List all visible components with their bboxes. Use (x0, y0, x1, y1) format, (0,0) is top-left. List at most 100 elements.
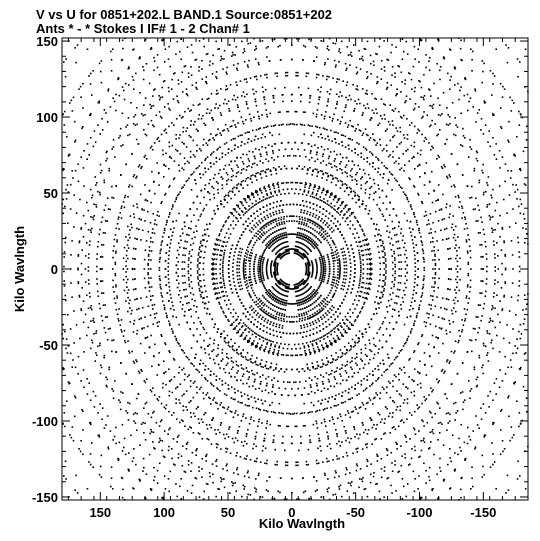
uv-point (223, 253, 225, 256)
uv-point (266, 420, 269, 423)
uv-point (276, 267, 278, 269)
uv-point (204, 159, 206, 162)
uv-point (171, 457, 173, 460)
uv-point (74, 47, 76, 49)
uv-point (119, 211, 122, 214)
uv-point (158, 462, 161, 465)
uv-point (92, 390, 95, 393)
uv-point (321, 278, 324, 280)
uv-point (486, 206, 488, 208)
uv-point (413, 286, 416, 288)
uv-point (517, 299, 519, 302)
uv-point (372, 60, 375, 63)
uv-point (282, 354, 285, 356)
uv-point (366, 238, 368, 240)
uv-point (489, 390, 492, 393)
uv-point (116, 222, 119, 225)
uv-point (431, 105, 433, 108)
uv-point (413, 390, 415, 393)
uv-point (437, 154, 440, 157)
uv-point (112, 279, 114, 282)
uv-point (225, 447, 227, 450)
uv-point (171, 391, 174, 394)
uv-point (461, 174, 464, 176)
uv-point (86, 393, 89, 395)
uv-point (414, 433, 417, 435)
uv-point (288, 220, 291, 222)
uv-point (74, 139, 77, 142)
uv-point (258, 276, 260, 279)
uv-point (253, 244, 255, 246)
uv-point (196, 150, 198, 152)
uv-point (295, 154, 297, 157)
uv-point (434, 268, 436, 270)
uv-point (418, 456, 420, 459)
uv-point (158, 172, 160, 174)
uv-point (324, 215, 327, 217)
uv-point (370, 463, 372, 465)
uv-point (81, 249, 83, 251)
uv-point (304, 281, 306, 284)
uv-point (431, 390, 433, 393)
uv-point (462, 401, 465, 403)
chart-title-line1: V vs U for 0851+202.L BAND.1 Source:0851… (36, 7, 332, 22)
uv-point (365, 296, 368, 299)
uv-point (394, 428, 397, 431)
uv-point (344, 206, 347, 208)
uv-point (237, 323, 240, 325)
uv-point (184, 162, 186, 165)
uv-point (305, 266, 308, 268)
uv-point (324, 398, 327, 401)
uv-point (449, 48, 451, 51)
uv-point (376, 112, 378, 115)
uv-point (187, 107, 189, 110)
uv-point (337, 255, 340, 257)
uv-point (307, 260, 310, 262)
uv-point (427, 316, 430, 319)
uv-point (349, 398, 352, 400)
uv-point (259, 189, 261, 191)
uv-point (525, 397, 528, 399)
uv-point (235, 349, 238, 352)
uv-point (354, 217, 357, 219)
uv-point (414, 278, 416, 280)
uv-point (250, 206, 253, 209)
uv-point (212, 62, 214, 65)
uv-point (92, 218, 95, 221)
uv-point (214, 249, 216, 251)
uv-point (261, 262, 264, 265)
uv-point (281, 182, 283, 185)
uv-point (447, 248, 449, 250)
uv-point (311, 340, 314, 342)
uv-point (274, 263, 277, 266)
uv-point (139, 193, 142, 196)
uv-point (120, 319, 123, 321)
uv-point (391, 308, 394, 311)
uv-point (331, 296, 334, 299)
uv-point (305, 272, 307, 275)
uv-point (168, 428, 170, 431)
uv-point (461, 319, 463, 321)
uv-point (99, 163, 102, 166)
uv-point (392, 110, 395, 112)
uv-point (370, 258, 373, 260)
uv-point (127, 401, 129, 404)
uv-point (278, 300, 280, 302)
uv-point (219, 268, 221, 270)
uv-point (257, 266, 259, 268)
uv-point (322, 323, 324, 325)
uv-point (256, 345, 258, 348)
uv-point (103, 427, 106, 429)
uv-point (89, 307, 92, 309)
uv-point (228, 260, 230, 262)
uv-point (264, 365, 267, 368)
uv-point (378, 239, 381, 241)
uv-point (309, 152, 312, 154)
uv-point (242, 179, 244, 182)
uv-point (360, 266, 362, 269)
uv-point (449, 257, 452, 260)
uv-point (482, 171, 484, 174)
uv-point (221, 358, 224, 360)
uv-point (117, 218, 120, 220)
uv-point (239, 298, 241, 301)
